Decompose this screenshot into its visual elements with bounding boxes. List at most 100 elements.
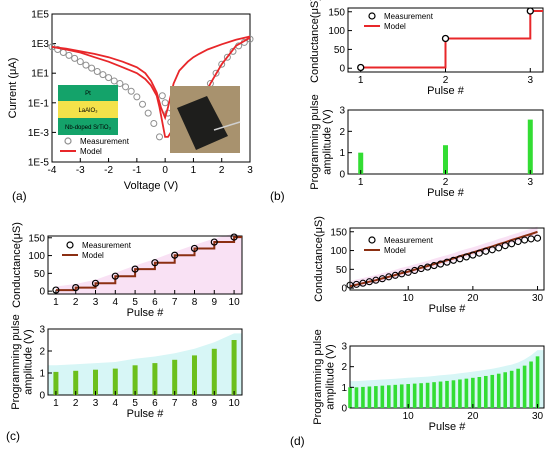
panel-d-label: (d) xyxy=(290,434,305,448)
a-measurement-point xyxy=(99,71,107,79)
a-measurement-point xyxy=(122,83,130,91)
c1-xtick-label: 5 xyxy=(132,297,138,308)
layer-pt-label: Pt xyxy=(85,91,91,97)
c2-xtick-label: 4 xyxy=(113,398,119,409)
a-xtick-label: 3 xyxy=(247,165,253,176)
device-photo-inset xyxy=(170,86,241,153)
b2-amplitude-bar xyxy=(527,119,533,174)
d1-measurement-point xyxy=(424,263,432,271)
c1-plot-frame xyxy=(47,235,243,295)
a-xtick-label: -2 xyxy=(104,165,113,176)
a-measurement-point xyxy=(105,74,113,82)
c2-x-axis-label: Pulse # xyxy=(127,408,165,420)
d2-amplitude-bar xyxy=(445,380,449,408)
a-measurement-point xyxy=(110,77,118,85)
d1-measurement-point xyxy=(391,271,399,279)
d1-measurement-point xyxy=(365,278,373,286)
d1-x-axis-label: Pulse # xyxy=(429,303,467,315)
c1-y-axis-label: Conductance(μS) xyxy=(11,222,23,308)
a-measurement-point xyxy=(127,87,135,95)
d1-ytick-label: 100 xyxy=(330,246,347,257)
d2-y-axis-label: Programming pulseamplitude (V) xyxy=(312,329,337,424)
d2-ytick-label: 0 xyxy=(341,404,347,415)
d1-measurement-point xyxy=(436,260,445,268)
d1-measurement-point xyxy=(430,262,438,270)
b1-ytick-label: 0 xyxy=(339,64,345,75)
d2-amplitude-bar xyxy=(354,387,359,408)
c1-measurement-point xyxy=(210,238,218,246)
d1-measurement-point xyxy=(533,234,542,242)
d1-xtick-label: 30 xyxy=(532,293,544,304)
c2-amplitude-bar xyxy=(53,371,59,395)
c1-ytick-label: 100 xyxy=(28,251,45,262)
a-measurement-point xyxy=(212,69,220,77)
d2-amplitude-bar xyxy=(522,365,527,408)
c2-xtick-label: 2 xyxy=(73,398,79,409)
a-measurement-point xyxy=(150,119,158,127)
a-measurement-point xyxy=(155,133,163,141)
d1-measurement-point xyxy=(404,268,412,276)
a-model-curve xyxy=(51,35,251,121)
layer-laalo3 xyxy=(58,101,118,118)
c1-measurement-point xyxy=(190,244,199,253)
c2-amplitude-bar xyxy=(93,369,99,395)
panel-a-chart: -4 -3 -2 -1 0 1 2 3 1E-5 1E-3 1E-1 1E1 1E3 1E5 Voltage… xyxy=(7,10,254,192)
c2-ytick-label: 1 xyxy=(39,369,45,380)
b1-measurement-point xyxy=(357,63,365,72)
c1-xtick-label: 10 xyxy=(229,297,241,308)
b2-xtick-label: 2 xyxy=(443,177,449,188)
d1-measurement-point xyxy=(521,236,529,244)
d2-amplitude-bar xyxy=(425,382,430,408)
device-photo-probe xyxy=(213,121,241,131)
d2-amplitude-bar xyxy=(477,377,482,408)
b1-xtick-label: 3 xyxy=(528,75,534,86)
b2-y-axis-label: Programming pulseamplitude (V) xyxy=(309,94,334,189)
b2-ytick-label: 2 xyxy=(339,127,345,138)
c2-xtick-label: 6 xyxy=(152,398,158,409)
b1-xtick-label: 2 xyxy=(443,75,449,86)
c2-amplitude-bar xyxy=(191,355,197,395)
d1-measurement-point xyxy=(449,256,458,264)
d1-ytick-label: 150 xyxy=(330,227,347,238)
b1-legend-marker-swatch xyxy=(368,12,376,20)
c1-measurement-point xyxy=(131,265,139,273)
c1-measurement-point xyxy=(91,279,100,287)
d1-measurement-point xyxy=(456,255,464,263)
d2-xtick-label: 10 xyxy=(403,411,415,422)
d2-amplitude-bar xyxy=(458,379,462,408)
d2-amplitude-bar xyxy=(496,373,501,408)
c2-ytick-label: 0 xyxy=(39,391,45,402)
c2-xtick-label: 9 xyxy=(212,398,218,409)
a-measurement-point xyxy=(218,60,226,68)
a-legend-label: Measurement xyxy=(80,137,130,146)
a-measurement-point xyxy=(76,58,84,66)
c1-legend-marker-swatch xyxy=(66,241,74,249)
c1-measurement-point xyxy=(111,272,119,280)
c1-x-axis-label: Pulse # xyxy=(127,307,165,319)
c1-measurement-point xyxy=(151,259,159,267)
d1-measurement-point xyxy=(501,242,509,250)
c1-ytick-label: 50 xyxy=(34,269,46,280)
d1-measurement-point xyxy=(469,251,477,259)
d2-amplitude-bar xyxy=(503,372,507,408)
c1-xtick-label: 8 xyxy=(192,297,198,308)
c2-amplitude-bar xyxy=(73,370,79,395)
c1-xtick-label: 3 xyxy=(93,297,99,308)
panel-a-label: (a) xyxy=(12,189,27,203)
d2-amplitude-bar xyxy=(438,381,443,408)
c1-legend-label: Measurement xyxy=(82,241,132,250)
d1-measurement-point xyxy=(359,279,367,287)
c2-amplitude-bar xyxy=(112,368,118,395)
d2-ytick-label: 3 xyxy=(341,342,347,353)
d2-amplitude-bar xyxy=(393,384,398,408)
d1-legend-marker-swatch xyxy=(368,236,376,244)
c2-amplitude-bar xyxy=(231,340,237,395)
a-measurement-point xyxy=(223,53,231,61)
d1-measurement-point xyxy=(514,237,522,246)
layer-stack-inset: Pt LaAlO₃ Nb-doped SrTiO₃ xyxy=(58,85,118,135)
d1-measurement-point xyxy=(508,240,516,248)
device-photo-chip xyxy=(177,96,228,150)
b2-ytick-label: 0 xyxy=(339,170,345,181)
c2-ytick-label: 2 xyxy=(39,347,45,358)
